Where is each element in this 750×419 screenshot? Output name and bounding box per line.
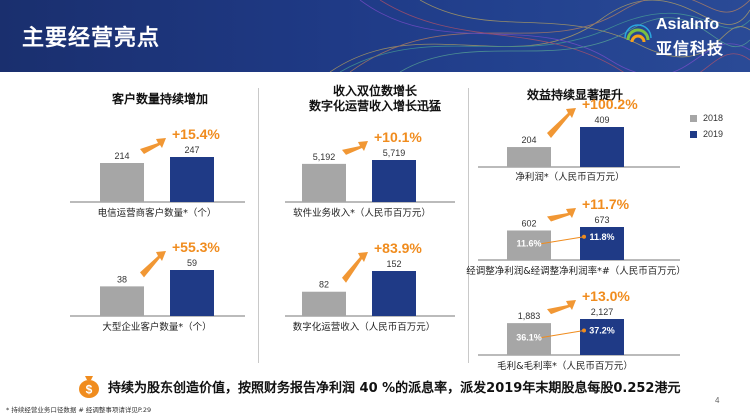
growth-arrow-icon <box>140 251 166 278</box>
value-label-2019: 409 <box>594 115 609 125</box>
money-bag-icon: $ <box>79 376 99 398</box>
page-number: 4 <box>715 396 720 405</box>
legend-label-2018: 2018 <box>703 113 724 123</box>
section-title-customers: 客户数量持续增加 <box>111 92 208 106</box>
growth-label: +11.7% <box>582 196 630 212</box>
chart-caption: 数字化运营收入（人民币百万元） <box>293 321 436 333</box>
legend-swatch-2018 <box>690 114 697 122</box>
legend-item-2019: 2019 <box>690 126 723 142</box>
legend-item-2018: 2018 <box>690 110 723 126</box>
bar-2019 <box>372 271 416 316</box>
bar-2019 <box>580 127 624 167</box>
logo-mark-icon <box>624 24 652 43</box>
growth-label: +55.3% <box>172 239 220 255</box>
legend-swatch-2019 <box>690 130 697 138</box>
rate-connector <box>540 329 585 339</box>
bar-2018 <box>507 230 551 260</box>
value-label-2018: 214 <box>114 151 129 161</box>
bar-2018 <box>302 163 346 202</box>
value-label-2019: 673 <box>594 215 609 225</box>
rate-label-2018: 36.1% <box>516 333 542 343</box>
section-title-revenue: 收入双位数增长 数字化运营收入增长迅猛 <box>285 84 465 114</box>
bar-2019 <box>580 319 624 355</box>
rate-dot <box>582 234 586 239</box>
growth-arrow-icon <box>342 252 368 283</box>
growth-arrow-icon <box>342 141 368 155</box>
value-label-2019: 247 <box>184 145 199 155</box>
chart-4: 204 409 +100.2% 净利润*（人民币百万元） <box>478 96 680 183</box>
bar-2019 <box>580 227 624 260</box>
logo-text-en: AsiaInfo <box>656 16 720 33</box>
footnote: * 持续经营业务口径数据 # 经调整事项请详见P.29 <box>6 406 152 414</box>
value-label-2019: 5,719 <box>383 148 406 158</box>
chart-5: 602 673 11.6% 11.8% +11.7% 经调整净利润&经调整净利润率*#（人… <box>466 196 686 277</box>
chart-caption: 大型企业客户数量*（个） <box>102 321 211 333</box>
dividend-message: 持续为股东创造价值，按照财务报告净利润 40 %的派息率，派发2019年末期股息… <box>108 381 681 396</box>
bar-2018 <box>507 147 551 167</box>
value-label-2018: 38 <box>117 274 127 284</box>
chart-caption: 净利润*（人民币百万元） <box>515 171 624 183</box>
section-title-revenue-line2: 数字化运营收入增长迅猛 <box>308 99 441 113</box>
chart-6: 1,883 2,127 36.1% 37.2% +13.0% 毛利&毛利率*（人民币百万元… <box>478 288 680 372</box>
section-title-revenue-line1: 收入双位数增长 <box>332 84 417 98</box>
growth-label: +10.1% <box>374 129 422 145</box>
chart-0: 214 247 +15.4% 电信运营商客户数量*（个） <box>70 126 245 219</box>
bar-2018 <box>507 323 551 355</box>
page-title: 主要经营亮点 <box>22 26 161 51</box>
value-label-2019: 152 <box>386 259 401 269</box>
divider-right <box>468 88 469 363</box>
value-label-2019: 59 <box>187 258 197 268</box>
value-label-2018: 204 <box>521 135 536 145</box>
growth-label: +13.0% <box>582 288 630 304</box>
chart-caption: 软件业务收入*（人民币百万元） <box>293 207 431 219</box>
chart-caption: 毛利&毛利率*（人民币百万元） <box>497 360 633 372</box>
section-title-profit: 效益持续显著提升 <box>526 88 623 102</box>
value-label-2018: 5,192 <box>313 152 336 162</box>
bar-2018 <box>302 291 346 316</box>
value-label-2019: 2,127 <box>591 307 614 317</box>
rate-label-2018: 11.6% <box>516 239 541 249</box>
header-banner: 主要经营亮点 AsiaInfo 亚信科技 <box>0 0 750 72</box>
bar-2019 <box>170 157 214 202</box>
rate-connector <box>540 236 585 245</box>
bar-2019 <box>170 270 214 316</box>
decorative-waves <box>329 0 750 72</box>
logo-text-cn: 亚信科技 <box>656 39 725 58</box>
chart-1: 38 59 +55.3% 大型企业客户数量*（个） <box>70 239 245 333</box>
growth-arrow-icon <box>547 208 576 222</box>
chart-3: 82 152 +83.9% 数字化运营收入（人民币百万元） <box>285 240 455 333</box>
value-label-2018: 1,883 <box>518 311 541 321</box>
svg-text:$: $ <box>86 383 93 397</box>
legend-label-2019: 2019 <box>703 129 724 139</box>
bar-2018 <box>100 163 144 202</box>
growth-arrow-icon <box>547 108 576 139</box>
value-label-2018: 82 <box>319 280 329 290</box>
growth-label: +15.4% <box>172 126 220 142</box>
chart-caption: 电信运营商客户数量*（个） <box>98 207 217 219</box>
bar-2019 <box>372 160 416 202</box>
rate-dot <box>582 328 586 333</box>
chart-legend: 2018 2019 <box>690 110 723 142</box>
chart-2: 5,192 5,719 +10.1% 软件业务收入*（人民币百万元） <box>285 129 455 219</box>
bar-2018 <box>100 286 144 316</box>
growth-label: +83.9% <box>374 240 422 256</box>
growth-label: +100.2% <box>582 96 638 112</box>
divider-left <box>258 88 259 363</box>
chart-caption: 经调整净利润&经调整净利润率*#（人民币百万元） <box>466 265 686 277</box>
growth-arrow-icon <box>140 138 166 155</box>
rate-label-2019: 37.2% <box>589 325 615 335</box>
value-label-2018: 602 <box>521 218 536 228</box>
asiainfo-logo: AsiaInfo 亚信科技 <box>624 14 744 60</box>
rate-label-2019: 11.8% <box>589 232 614 242</box>
growth-arrow-icon <box>547 300 576 315</box>
